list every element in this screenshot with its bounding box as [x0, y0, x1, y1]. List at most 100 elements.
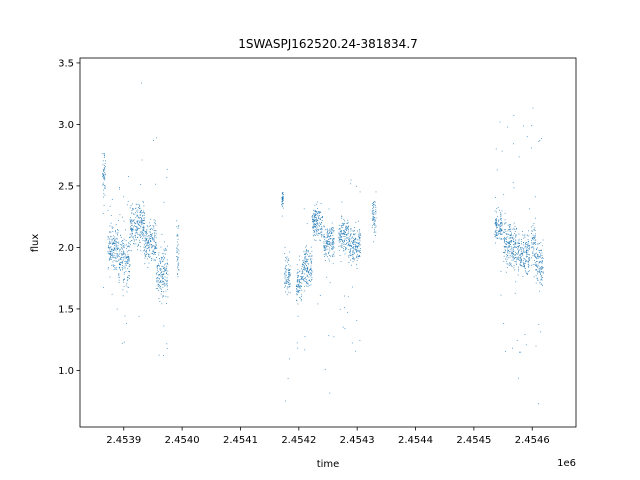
- data-point: [539, 269, 541, 271]
- data-point: [538, 324, 540, 326]
- data-point: [299, 287, 301, 289]
- data-point: [344, 307, 345, 309]
- data-point: [298, 286, 300, 288]
- data-point: [344, 234, 345, 235]
- data-point: [527, 266, 529, 267]
- data-point: [517, 241, 519, 243]
- data-point: [137, 236, 139, 238]
- data-point: [282, 207, 284, 209]
- data-point: [331, 255, 333, 257]
- data-point: [325, 248, 327, 250]
- data-point: [539, 279, 541, 281]
- data-point: [110, 253, 112, 254]
- data-point: [358, 245, 359, 247]
- data-point: [508, 229, 509, 230]
- data-point: [328, 253, 329, 254]
- data-point: [516, 246, 518, 248]
- data-point: [286, 288, 288, 290]
- data-point: [355, 250, 357, 252]
- data-point: [130, 244, 132, 246]
- data-point: [157, 286, 159, 287]
- data-point: [112, 231, 114, 232]
- data-point: [344, 238, 346, 240]
- data-point: [508, 241, 509, 243]
- data-point: [139, 234, 141, 236]
- data-point: [339, 238, 340, 240]
- data-point: [288, 263, 290, 265]
- data-point: [288, 276, 290, 278]
- data-point: [297, 279, 298, 280]
- data-point: [301, 277, 303, 279]
- data-point: [527, 274, 528, 275]
- data-point: [339, 245, 341, 247]
- data-point: [127, 268, 129, 270]
- data-point: [495, 197, 496, 198]
- data-point: [144, 251, 146, 253]
- data-point: [538, 250, 540, 252]
- data-point: [153, 259, 155, 261]
- data-point: [307, 263, 309, 264]
- data-point: [305, 253, 306, 255]
- data-point: [501, 210, 503, 212]
- data-point: [359, 250, 361, 251]
- data-point: [122, 254, 123, 256]
- data-point: [123, 257, 125, 259]
- data-point: [141, 230, 143, 232]
- data-point: [177, 267, 179, 269]
- data-point: [520, 261, 521, 263]
- data-point: [137, 223, 139, 225]
- data-point: [144, 263, 146, 265]
- data-point: [338, 232, 340, 234]
- data-point: [499, 229, 501, 231]
- data-point: [515, 229, 517, 230]
- data-point: [501, 223, 503, 225]
- data-point: [310, 269, 312, 271]
- data-point: [306, 260, 308, 262]
- data-point: [324, 239, 325, 241]
- data-point: [333, 238, 335, 239]
- data-point: [340, 239, 342, 240]
- data-point: [325, 229, 326, 231]
- data-point: [359, 237, 361, 239]
- data-point: [498, 224, 500, 225]
- data-point: [137, 249, 138, 251]
- data-point: [535, 256, 536, 258]
- data-point: [166, 265, 167, 267]
- data-point: [350, 248, 351, 250]
- data-point: [321, 227, 323, 229]
- data-point: [519, 254, 521, 256]
- data-point: [500, 231, 501, 233]
- data-point: [333, 242, 335, 244]
- data-point: [353, 251, 354, 253]
- data-point: [525, 245, 527, 247]
- data-point: [153, 219, 155, 221]
- data-point: [523, 264, 525, 266]
- data-point: [495, 225, 497, 226]
- data-point: [522, 231, 523, 232]
- data-point: [358, 255, 360, 256]
- data-point: [112, 256, 114, 258]
- data-point: [144, 240, 146, 242]
- data-point: [542, 277, 544, 278]
- data-point: [347, 296, 349, 298]
- data-point: [533, 243, 535, 244]
- data-point: [312, 215, 313, 217]
- data-point: [327, 256, 328, 258]
- data-point: [495, 224, 497, 225]
- data-point: [347, 227, 348, 229]
- data-point: [299, 290, 300, 292]
- data-point: [529, 257, 530, 259]
- data-point: [352, 230, 354, 232]
- data-point: [537, 258, 539, 259]
- data-point: [120, 264, 121, 266]
- data-point: [318, 215, 320, 217]
- data-point: [128, 243, 130, 245]
- data-point: [176, 256, 178, 257]
- data-point: [517, 258, 519, 260]
- data-point: [534, 235, 536, 236]
- data-point: [353, 243, 355, 245]
- data-point: [284, 282, 286, 284]
- data-point: [522, 250, 524, 252]
- data-point: [317, 211, 319, 212]
- data-point: [359, 233, 361, 235]
